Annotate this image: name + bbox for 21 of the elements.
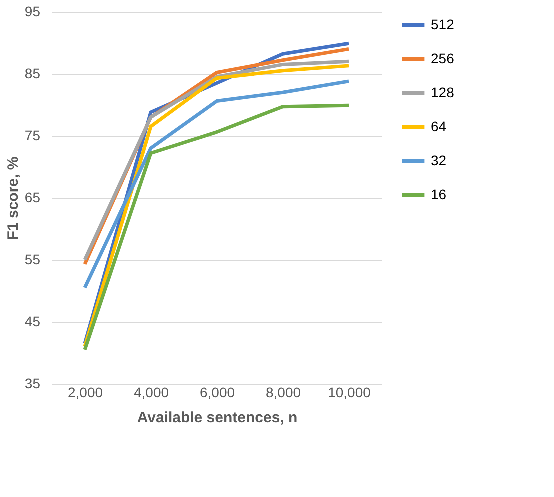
x-tick-label: 10,000 [328, 384, 372, 400]
y-tick-label: 45 [24, 314, 41, 330]
x-tick-label: 6,000 [200, 384, 236, 400]
y-tick-label: 95 [24, 4, 41, 20]
y-axis-title: F1 score, % [4, 156, 22, 240]
x-axis-title: Available sentences, n [137, 410, 298, 426]
y-tick-label: 75 [24, 128, 41, 144]
legend-label: 32 [431, 152, 447, 168]
legend-label: 256 [431, 50, 455, 66]
legend-label: 16 [431, 186, 447, 202]
x-tick-label: 8,000 [266, 384, 302, 400]
line-series [83, 80, 351, 290]
legend-label: 128 [431, 84, 455, 100]
legend-label: 64 [431, 118, 447, 134]
y-tick-label: 65 [24, 190, 41, 206]
x-tick-label: 2,000 [68, 384, 104, 400]
y-tick-label: 35 [24, 376, 41, 392]
y-tick-label: 55 [24, 252, 41, 268]
x-tick-label: 4,000 [134, 384, 170, 400]
legend-label: 512 [431, 16, 455, 32]
y-tick-label: 85 [24, 66, 41, 82]
